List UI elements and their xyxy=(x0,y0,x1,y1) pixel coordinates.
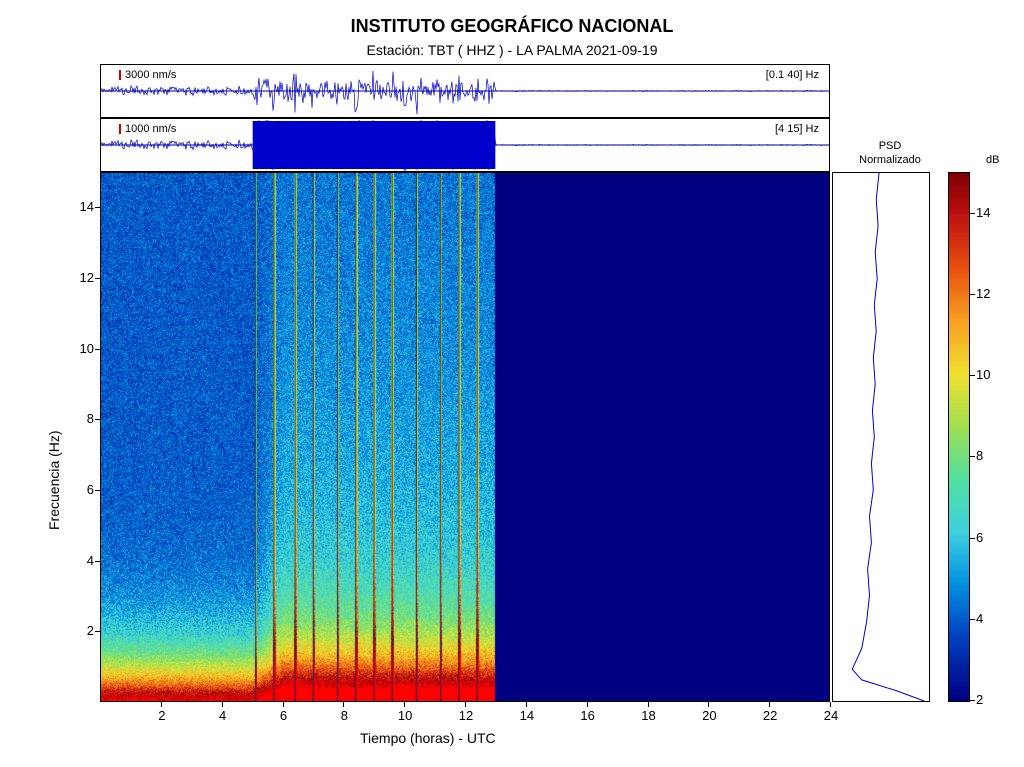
wf1-scale-label: 3000 nm/s xyxy=(119,69,176,81)
y-tick: 8 xyxy=(70,411,94,426)
y-tick: 6 xyxy=(70,482,94,497)
x-tick: 10 xyxy=(396,708,414,723)
colorbar-tick: 10 xyxy=(976,367,990,382)
title-sub: Estación: TBT ( HHZ ) - LA PALMA 2021-09… xyxy=(0,42,1024,58)
wf2-band-label: [4 15] Hz xyxy=(775,123,819,135)
x-tick: 20 xyxy=(700,708,718,723)
x-tick: 8 xyxy=(335,708,353,723)
colorbar-tick: 2 xyxy=(976,692,983,707)
y-tick: 14 xyxy=(70,199,94,214)
wf1-band-label: [0.1 40] Hz xyxy=(766,69,819,81)
title-main: INSTITUTO GEOGRÁFICO NACIONAL xyxy=(0,16,1024,37)
x-tick: 16 xyxy=(579,708,597,723)
spectrogram-xlabel: Tiempo (horas) - UTC xyxy=(360,730,496,746)
colorbar-tick: 12 xyxy=(976,286,990,301)
x-tick: 24 xyxy=(822,708,840,723)
waveform-panel-1: 3000 nm/s [0.1 40] Hz xyxy=(100,64,830,118)
spectrogram-ylabel: Frecuencia (Hz) xyxy=(46,430,62,530)
colorbar-tick: 14 xyxy=(976,205,990,220)
colorbar-tick: 4 xyxy=(976,611,983,626)
colorbar xyxy=(948,172,970,702)
x-tick: 22 xyxy=(761,708,779,723)
colorbar-tick: 6 xyxy=(976,530,983,545)
x-tick: 14 xyxy=(518,708,536,723)
waveform-panel-2: 1000 nm/s [4 15] Hz xyxy=(100,118,830,172)
x-tick: 18 xyxy=(640,708,658,723)
y-tick: 2 xyxy=(70,623,94,638)
psd-panel xyxy=(832,172,930,702)
x-tick: 6 xyxy=(275,708,293,723)
colorbar-tick: 8 xyxy=(976,448,983,463)
spectrogram-panel xyxy=(100,172,830,702)
x-tick: 4 xyxy=(214,708,232,723)
y-tick: 10 xyxy=(70,341,94,356)
psd-title2: Normalizado xyxy=(840,154,940,166)
y-tick: 12 xyxy=(70,270,94,285)
colorbar-label: dB xyxy=(986,154,999,166)
y-tick: 4 xyxy=(70,553,94,568)
psd-title1: PSD xyxy=(860,140,920,152)
x-tick: 2 xyxy=(153,708,171,723)
x-tick: 12 xyxy=(457,708,475,723)
wf2-scale-label: 1000 nm/s xyxy=(119,123,176,135)
